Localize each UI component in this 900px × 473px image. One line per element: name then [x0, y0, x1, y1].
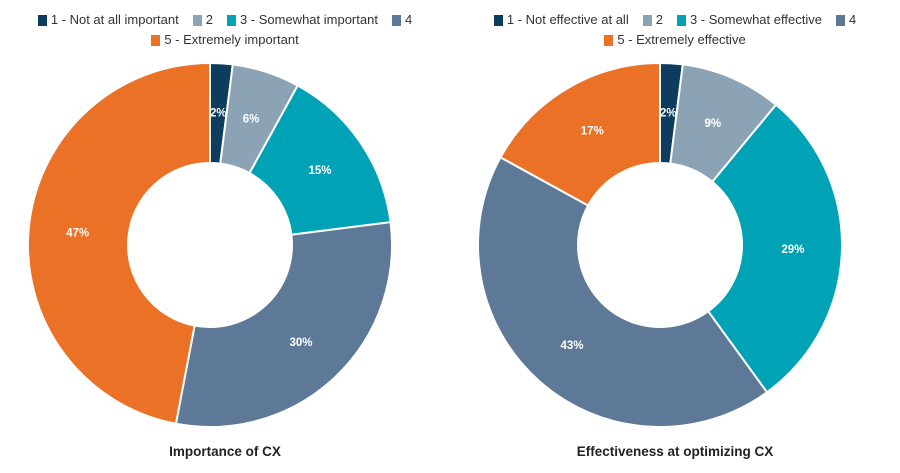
slice-value-label: 6%	[243, 114, 260, 126]
slice-value-label: 43%	[561, 340, 584, 352]
legend-row: 1 - Not effective at all 2 3 - Somewhat ef…	[450, 10, 900, 30]
slice-5-extremely-important	[27, 61, 211, 425]
donut-chart: 2% 9% 29% 43% 17%	[477, 61, 843, 428]
slice-value-label: 9%	[705, 118, 722, 130]
legend-item-4: 4	[835, 10, 857, 30]
chart-effectiveness-at-optimizing-cx: 1 - Not effective at all 2 3 - Somewhat ef…	[450, 0, 900, 473]
donut-chart: 2% 6% 15% 30% 47%	[27, 61, 393, 428]
legend-swatch	[676, 14, 686, 26]
legend-item-3-somewhat-important: 3 - Somewhat important	[226, 10, 378, 30]
legend-item-1-not-effective-at-all: 1 - Not effective at all	[493, 10, 629, 30]
legend-item-2: 2	[642, 10, 663, 30]
legend-label: 3 - Somewhat important	[239, 12, 378, 27]
legend-label: 5 - Extremely effective	[617, 32, 746, 47]
slice-value-label: 2%	[660, 107, 677, 119]
legend: 1 - Not effective at all 2 3 - Somewhat ef…	[450, 10, 900, 50]
legend-swatch	[226, 14, 236, 26]
legend-row: 5 - Extremely important	[0, 30, 450, 50]
slice-value-label: 29%	[781, 244, 804, 256]
legend-label: 2	[205, 12, 213, 27]
chart-title: Importance of CX	[169, 444, 281, 459]
legend-swatch	[604, 34, 614, 46]
legend-label: 1 - Not effective at all	[506, 12, 629, 27]
legend-label: 3 - Somewhat effective	[689, 12, 822, 27]
legend-swatch	[192, 14, 202, 26]
legend-swatch	[493, 14, 503, 26]
slice-4	[477, 155, 769, 428]
legend-item-3-somewhat-effective: 3 - Somewhat effective	[676, 10, 822, 30]
legend-row: 1 - Not at all important 2 3 - Somewhat im…	[0, 10, 450, 30]
slice-3-somewhat-effective	[706, 103, 843, 394]
legend-label: 5 - Extremely important	[164, 32, 299, 47]
slice-value-label: 17%	[581, 126, 604, 138]
legend-label: 1 - Not at all important	[50, 12, 179, 27]
slice-4	[174, 221, 393, 428]
legend: 1 - Not at all important 2 3 - Somewhat im…	[0, 10, 450, 50]
legend-item-4: 4	[391, 10, 413, 30]
legend-swatch	[151, 34, 161, 46]
slice-value-label: 15%	[308, 165, 331, 177]
legend-swatch	[835, 14, 845, 26]
legend-label: 4	[404, 12, 413, 27]
slice-3-somewhat-important	[248, 84, 392, 236]
slice-value-label: 30%	[290, 337, 313, 349]
legend-item-5-extremely-effective: 5 - Extremely effective	[604, 30, 746, 50]
legend-swatch	[391, 14, 401, 26]
slice-value-label: 2%	[210, 107, 227, 119]
legend-swatch	[37, 14, 47, 26]
legend-item-1-not-at-all-important: 1 - Not at all important	[37, 10, 179, 30]
slice-value-label: 47%	[66, 227, 89, 239]
legend-label: 4	[848, 12, 857, 27]
legend-row: 5 - Extremely effective	[450, 30, 900, 50]
legend-label: 2	[655, 12, 663, 27]
legend-swatch	[642, 14, 652, 26]
chart-title: Effectiveness at optimizing CX	[576, 444, 774, 459]
chart-importance-of-cx: 1 - Not at all important 2 3 - Somewhat im…	[0, 10, 450, 459]
legend-item-2: 2	[192, 10, 213, 30]
slice-5-extremely-effective	[499, 61, 661, 207]
legend-item-5-extremely-important: 5 - Extremely important	[151, 30, 299, 50]
